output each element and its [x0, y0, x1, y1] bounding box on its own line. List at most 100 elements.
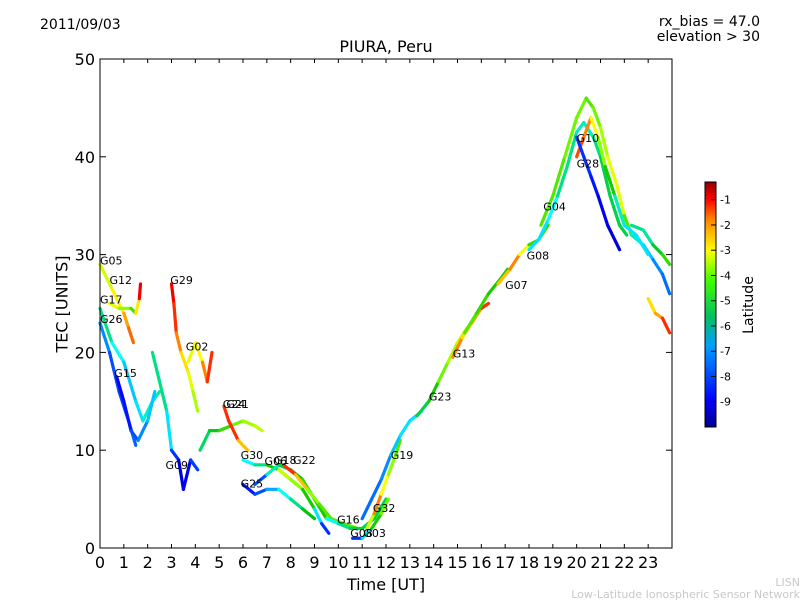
chart-title: PIURA, Peru [339, 37, 433, 56]
series-segment [360, 497, 374, 521]
series-segment [598, 125, 610, 159]
colorbar-tick-label: -1 [720, 194, 731, 207]
series-segment [253, 487, 269, 496]
series-segment [265, 463, 281, 477]
series-segment [98, 306, 114, 345]
sat-label-g18: G18 [274, 454, 297, 467]
series-segment [134, 399, 145, 423]
sat-label-layer: G05G12G17G26G15G29G02G09G24G21G30G25G06G… [100, 132, 599, 540]
series-segment [398, 419, 412, 438]
series-segment [372, 497, 388, 521]
series-segment [629, 223, 646, 232]
series-segment [198, 429, 212, 452]
series-segment [582, 116, 593, 139]
x-tick-label: 9 [309, 553, 319, 572]
sat-label-g23: G23 [429, 390, 452, 403]
sat-label-g22: G22 [293, 454, 316, 467]
sat-label-g10: G10 [577, 132, 600, 145]
series-segment [615, 184, 626, 218]
series-segment [186, 341, 197, 364]
series-layer [98, 96, 672, 540]
series-segment [660, 272, 672, 296]
series-segment [193, 341, 205, 364]
x-tick-label: 5 [214, 553, 224, 572]
sat-label-g05: G05 [100, 254, 123, 267]
sat-label-g04: G04 [543, 201, 566, 214]
series-segment [329, 517, 345, 526]
series-segment [386, 453, 398, 477]
x-tick-label: 19 [543, 553, 563, 572]
x-tick-label: 17 [495, 553, 515, 572]
series-segment [127, 326, 135, 345]
series-segment [389, 433, 402, 457]
series-segment [565, 130, 579, 169]
series-g32 [365, 438, 402, 531]
series-segment [312, 507, 324, 526]
series-segment [317, 502, 333, 521]
x-tick-label: 18 [519, 553, 539, 572]
series-segment [641, 228, 655, 247]
series-segment [582, 155, 593, 178]
series-g04 [527, 120, 629, 252]
series-segment [122, 360, 138, 403]
x-tick-label: 12 [376, 553, 396, 572]
footer-network-name: Low-Latitude Ionospheric Sensor Network [571, 588, 800, 601]
x-tick-label: 4 [190, 553, 200, 572]
series-segment [277, 468, 293, 482]
series-segment [241, 482, 257, 496]
series-segment [172, 301, 178, 335]
sat-label-g21: G21 [226, 398, 249, 411]
series-segment [289, 477, 305, 491]
y-tick-label: 40 [75, 148, 95, 167]
sat-label-g24: G24 [223, 398, 246, 411]
series-segment [496, 267, 512, 286]
sat-label-g25: G25 [241, 477, 264, 490]
series-g01 [575, 135, 622, 252]
series-segment [527, 238, 541, 252]
series-segment [563, 116, 579, 159]
rx-bias-label: rx_bias = 47.0 [658, 14, 760, 30]
colorbar-tick-label: -2 [720, 219, 731, 232]
sat-label-g32: G32 [373, 502, 396, 515]
series-segment [150, 350, 162, 384]
colorbar-tick-label: -4 [720, 269, 731, 282]
colorbar-ticks: -1 -2 -3 -4 -5 -6 -7 -8 -9 [711, 194, 731, 409]
series-segment [589, 116, 600, 139]
series-segment [596, 194, 610, 227]
series-segment [305, 487, 321, 506]
series-g14 [646, 297, 672, 335]
series-segment [379, 497, 390, 516]
series-segment [177, 458, 186, 491]
series-segment [236, 438, 250, 452]
x-tick-label: 10 [328, 553, 348, 572]
series-segment [336, 521, 352, 531]
series-segment [115, 375, 126, 403]
series-g17 [98, 306, 162, 423]
series-g12 [107, 282, 143, 315]
series-segment [136, 419, 150, 443]
sat-label-g19: G19 [391, 449, 414, 462]
sat-label-g30: G30 [241, 449, 264, 462]
series-segment [293, 473, 309, 491]
series-segment [546, 194, 560, 222]
y-tick-label: 10 [75, 441, 95, 460]
series-segment [122, 311, 131, 330]
series-segment [603, 164, 617, 198]
series-segment [591, 106, 603, 130]
elevation-label: elevation > 30 [656, 29, 760, 45]
series-segment [393, 438, 402, 457]
x-tick-label: 14 [423, 553, 443, 572]
series-segment [370, 477, 383, 501]
series-segment [241, 419, 257, 428]
series-segment [474, 292, 491, 315]
series-segment [289, 497, 305, 511]
x-tick-label: 16 [471, 553, 491, 572]
sat-label-g09: G09 [166, 459, 189, 472]
sat-label-g13: G13 [453, 347, 476, 360]
series-segment [608, 194, 622, 227]
series-segment [169, 282, 176, 306]
series-segment [137, 282, 143, 301]
series-segment [365, 512, 376, 531]
series-segment [379, 473, 390, 496]
